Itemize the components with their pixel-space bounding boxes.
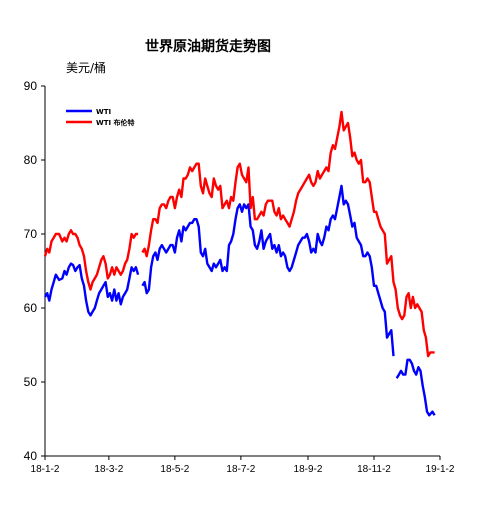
x-tick-label: 18-3-2 bbox=[94, 464, 123, 475]
x-tick-label: 19-1-2 bbox=[426, 464, 455, 475]
series-line-brent bbox=[43, 110, 435, 358]
legend-label: WTI 布伦特 bbox=[96, 118, 135, 127]
y-axis-unit-label: 美元/桶 bbox=[66, 60, 106, 75]
y-tick-label: 40 bbox=[24, 449, 38, 463]
legend-label: WTI bbox=[96, 108, 111, 116]
x-tick-label: 18-11-2 bbox=[357, 464, 391, 475]
y-tick-label: 70 bbox=[24, 227, 38, 241]
series-line-wti bbox=[43, 184, 436, 417]
x-tick-label: 18-7-2 bbox=[226, 464, 255, 475]
plot-area: 40 50 60 70 80 90 18-1-2 18-3-2 18-5-2 18-7-2 18-9… bbox=[24, 79, 455, 475]
x-tick-label: 18-9-2 bbox=[294, 464, 323, 475]
y-tick-label: 80 bbox=[24, 153, 38, 167]
x-tick-label: 18-1-2 bbox=[31, 464, 60, 475]
y-tick-label: 50 bbox=[24, 375, 38, 389]
x-tick-label: 18-5-2 bbox=[160, 464, 189, 475]
y-tick-label: 90 bbox=[24, 79, 38, 93]
chart-title: 世界原油期货走势图 bbox=[145, 38, 271, 55]
y-tick-label: 60 bbox=[24, 301, 38, 315]
